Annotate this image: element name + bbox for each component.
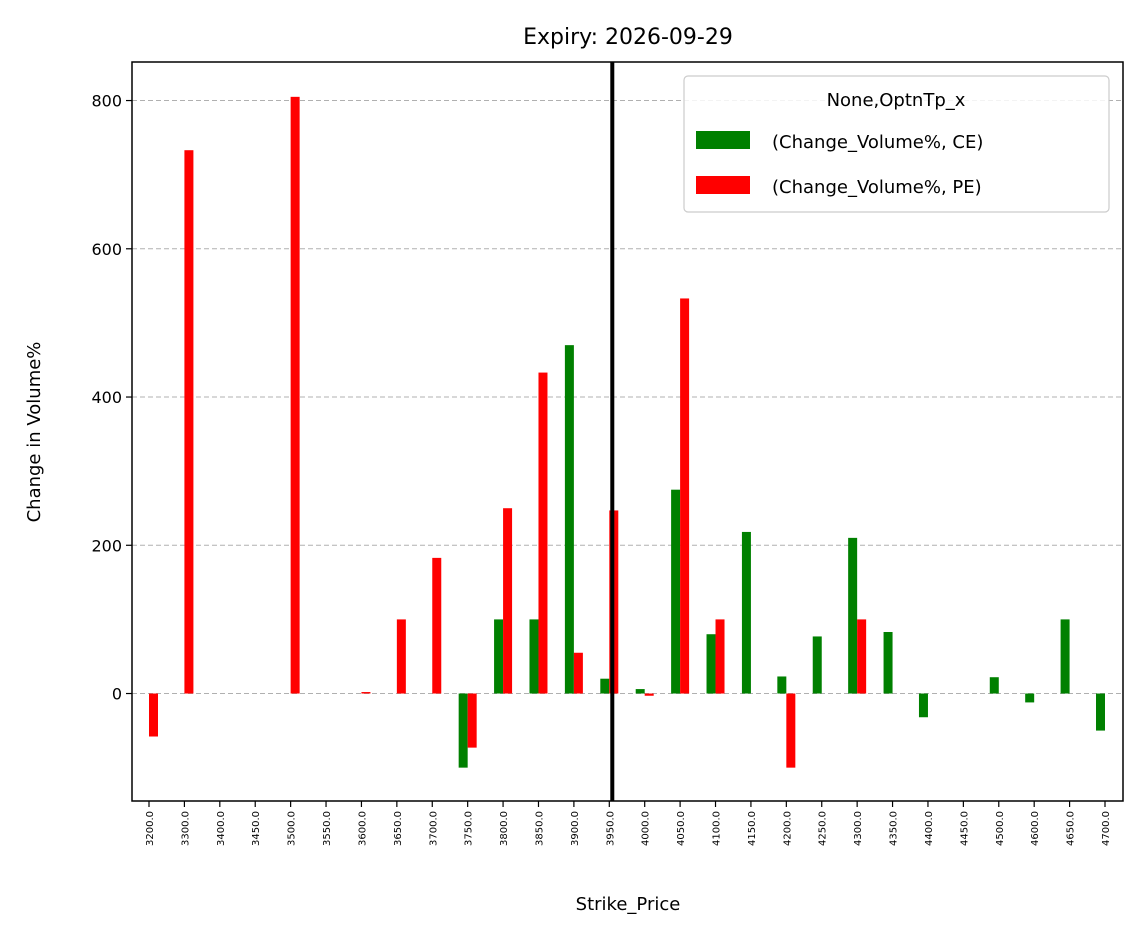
y-tick-label: 400	[91, 388, 122, 407]
x-tick-label: 4250.0	[818, 811, 829, 846]
x-tick-label: 4200.0	[782, 811, 793, 846]
bar-pe-3850.0	[538, 372, 548, 694]
x-tick-label: 3750.0	[464, 811, 475, 846]
legend-label-pe: (Change_Volume%, PE)	[772, 177, 982, 198]
bar-pe-4200.0	[786, 693, 796, 768]
x-tick-label: 4000.0	[641, 811, 652, 846]
x-tick-label: 4300.0	[853, 811, 864, 846]
x-tick-label: 3400.0	[216, 811, 227, 846]
x-tick-label: 4150.0	[747, 811, 758, 846]
bar-ce-4400.0	[918, 693, 928, 718]
bar-pe-3500.0	[290, 96, 300, 694]
bar-ce-4500.0	[989, 677, 999, 694]
x-tick-label: 3800.0	[499, 811, 510, 846]
bar-pe-3900.0	[573, 652, 583, 694]
legend-swatch-ce	[696, 131, 750, 149]
bar-ce-4250.0	[812, 636, 822, 694]
bar-ce-3850.0	[529, 619, 539, 694]
x-tick-label: 3900.0	[570, 811, 581, 846]
bar-ce-3950.0	[600, 678, 610, 694]
bar-ce-4350.0	[883, 632, 893, 694]
legend: None,OptnTp_x (Change_Volume%, CE) (Chan…	[683, 75, 1110, 213]
y-tick-label: 600	[91, 240, 122, 259]
x-tick-label: 4700.0	[1101, 811, 1112, 846]
bar-ce-4150.0	[741, 531, 751, 694]
bar-ce-3750.0	[458, 693, 468, 768]
bar-pe-4000.0	[644, 693, 654, 696]
y-tick-label: 200	[91, 536, 122, 555]
bar-pe-4300.0	[857, 619, 867, 694]
legend-swatch-pe	[696, 176, 750, 194]
x-tick-label: 3950.0	[605, 811, 616, 846]
bar-ce-4300.0	[848, 537, 858, 694]
plot-area-frame	[131, 61, 1124, 802]
x-tick-label: 3550.0	[322, 811, 333, 846]
x-tick-label: 3450.0	[251, 811, 262, 846]
legend-title: None,OptnTp_x	[827, 90, 966, 111]
bar-pe-3800.0	[503, 508, 513, 694]
bar-ce-4650.0	[1060, 619, 1070, 694]
x-tick-label: 3650.0	[393, 811, 404, 846]
x-tick-label: 3700.0	[428, 811, 439, 846]
x-axis-label: Strike_Price	[576, 894, 681, 915]
x-tick-label: 4350.0	[889, 811, 900, 846]
y-tick-label: 800	[91, 92, 122, 111]
y-axis: 0 200 400 600 800	[91, 92, 132, 704]
x-tick-label: 4400.0	[924, 811, 935, 846]
x-tick-label: 4600.0	[1030, 811, 1041, 846]
bar-pe-3300.0	[184, 150, 194, 694]
bar-ce-3800.0	[494, 619, 504, 694]
bar-pe-3650.0	[396, 619, 406, 694]
bar-ce-4100.0	[706, 634, 716, 694]
x-tick-label: 4500.0	[995, 811, 1006, 846]
bar-ce-4200.0	[777, 676, 787, 694]
x-axis: 3200.0 3300.0 3400.0 3450.0 3500.0 3550.0 3600…	[145, 801, 1112, 846]
chart-title: Expiry: 2026-09-29	[523, 25, 733, 50]
x-tick-label: 3600.0	[357, 811, 368, 846]
x-tick-label: 3300.0	[180, 811, 191, 846]
bar-ce-3900.0	[564, 345, 574, 694]
x-tick-label: 3500.0	[287, 811, 298, 846]
x-tick-label: 4050.0	[676, 811, 687, 846]
y-tick-label: 0	[112, 685, 122, 704]
bar-ce-4000.0	[635, 689, 645, 694]
bar-pe-3600.0	[361, 692, 371, 694]
x-tick-label: 4650.0	[1066, 811, 1077, 846]
bar-pe-3200.0	[149, 693, 158, 737]
bar-pe-4100.0	[715, 619, 725, 694]
bar-ce-4600.0	[1025, 693, 1035, 703]
bar-ce-4700.0	[1096, 693, 1105, 731]
x-tick-label: 4100.0	[712, 811, 723, 846]
x-tick-label: 3200.0	[145, 811, 156, 846]
legend-box	[683, 75, 1110, 213]
x-tick-label: 4450.0	[959, 811, 970, 846]
bar-pe-3750.0	[467, 693, 477, 748]
legend-label-ce: (Change_Volume%, CE)	[772, 132, 983, 153]
bar-pe-4050.0	[680, 298, 690, 694]
x-tick-label: 3850.0	[534, 811, 545, 846]
bar-pe-3700.0	[432, 557, 442, 694]
bar-ce-4050.0	[671, 489, 681, 694]
y-axis-label: Change in Volume%	[24, 342, 45, 523]
